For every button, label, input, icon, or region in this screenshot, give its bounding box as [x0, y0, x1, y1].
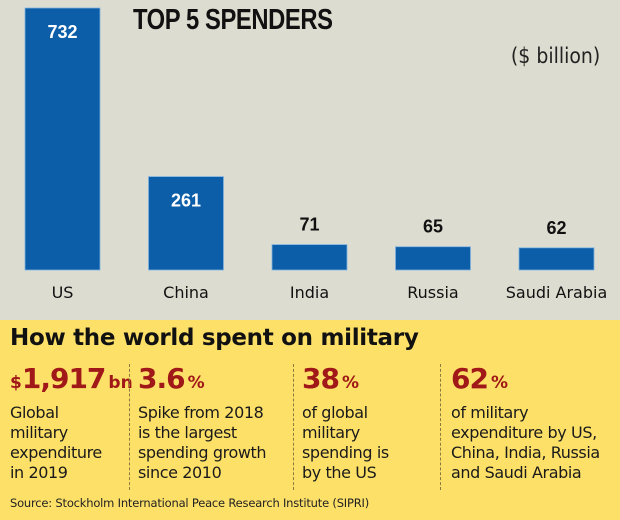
stat-description: of global military spending is by the US	[302, 403, 389, 483]
stat-us-share: 38% of global military spending is by th…	[302, 362, 389, 483]
category-label: India	[290, 283, 329, 302]
stat-global-expenditure: $1,917 bn Global military expenditure in …	[10, 362, 133, 483]
bar-us	[24, 7, 101, 271]
desc-line: by the US	[302, 463, 377, 482]
desc-line: Global	[10, 403, 59, 422]
chart-title: TOP 5 SPENDERS	[133, 4, 333, 36]
stat-number: 38	[302, 362, 340, 395]
stat-value: $1,917 bn	[10, 362, 133, 400]
desc-line: and Saudi Arabia	[451, 463, 582, 482]
desc-line: military	[302, 423, 360, 442]
data-label: 261	[171, 191, 201, 211]
desc-line: spending growth	[138, 443, 267, 462]
desc-line: in 2019	[10, 463, 68, 482]
dashed-divider	[129, 364, 130, 490]
desc-line: Spike from 2018	[138, 403, 264, 422]
stat-number: 3.6	[138, 362, 186, 395]
stat-value: 38%	[302, 362, 389, 400]
desc-line: China, India, Russia	[451, 443, 600, 462]
data-label: 65	[423, 217, 443, 237]
dashed-divider	[440, 364, 441, 490]
desc-line: military	[10, 423, 68, 442]
info-heading: How the world spent on military	[10, 325, 419, 351]
stat-number: 1,917	[21, 362, 107, 395]
bar-russia	[395, 246, 471, 271]
category-label: Russia	[407, 283, 458, 302]
stat-suffix: bn	[108, 373, 133, 393]
stat-description: Global military expenditure in 2019	[10, 403, 133, 483]
info-panel: How the world spent on military $1,917 bn…	[0, 320, 620, 520]
data-label: 732	[47, 22, 77, 42]
stat-spike: 3.6% Spike from 2018 is the largest spen…	[138, 362, 267, 483]
source-note: Source: Stockholm International Peace Re…	[10, 496, 369, 510]
stat-value: 3.6%	[138, 362, 266, 400]
chart-area: 732 US 261 China 71 India 65 Russia 62 Saudi Arab…	[24, 4, 608, 302]
stat-description: of military expenditure by US, China, In…	[451, 403, 600, 483]
desc-line: of global	[302, 403, 368, 422]
data-label: 71	[299, 215, 319, 235]
stat-suffix: %	[341, 373, 360, 393]
bar-china	[148, 176, 224, 271]
dashed-divider	[293, 364, 294, 490]
bar-chart: 732 US 261 China 71 India 65 Russia 62 Saudi Arab…	[24, 7, 608, 302]
desc-line: since 2010	[138, 463, 222, 482]
stat-description: Spike from 2018 is the largest spending …	[138, 403, 267, 483]
stat-top5-share: 62% of military expenditure by US, China…	[451, 362, 600, 483]
bar-saudi-arabia	[518, 247, 595, 271]
stat-prefix: $	[10, 373, 22, 393]
data-label: 62	[546, 218, 566, 238]
stat-number: 62	[451, 362, 489, 395]
stat-value: 62%	[451, 362, 600, 400]
desc-line: expenditure	[10, 443, 102, 462]
category-label: US	[52, 283, 74, 302]
desc-line: of military	[451, 403, 529, 422]
category-label: China	[163, 283, 209, 302]
stat-suffix: %	[187, 373, 205, 393]
desc-line: expenditure by US,	[451, 423, 597, 442]
bar-india	[271, 244, 348, 271]
desc-line: spending is	[302, 443, 389, 462]
category-label: Saudi Arabia	[506, 283, 608, 302]
unit-label: ($ billion)	[510, 44, 600, 68]
desc-line: is the largest	[138, 423, 237, 442]
stat-suffix: %	[490, 373, 509, 393]
